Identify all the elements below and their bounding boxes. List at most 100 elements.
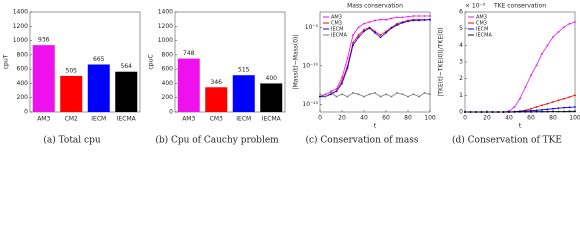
x-axis-label: t [519, 123, 522, 130]
value-label: 665 [93, 56, 105, 63]
point [412, 93, 415, 96]
point [390, 17, 393, 20]
point [429, 18, 431, 21]
point [552, 110, 554, 113]
caption: (b) Cpu of Cauchy problem [155, 135, 279, 146]
point [546, 102, 549, 105]
point [524, 86, 527, 88]
point [423, 92, 426, 94]
point [552, 101, 554, 103]
caption: (d) Conservation of TKE [452, 135, 562, 146]
point [541, 52, 543, 55]
x-tick-label: IECMA [117, 116, 137, 123]
bar [115, 71, 138, 112]
point [568, 110, 571, 113]
y-tick-label: 800 [17, 51, 29, 58]
point [335, 88, 338, 90]
point [541, 110, 543, 113]
point [346, 57, 349, 60]
value-label: 748 [183, 50, 195, 57]
value-label: 400 [266, 75, 278, 82]
x-tick-label: CM2 [65, 116, 78, 123]
figure: (a) Total cpucpuT02004006008001000120014… [3, 3, 580, 146]
point [418, 19, 420, 22]
y-tick-label: 200 [162, 94, 174, 101]
point [341, 93, 343, 96]
point [368, 27, 371, 30]
y-tick-label: 1200 [13, 23, 28, 30]
point [546, 108, 549, 111]
x-tick-label: 100 [424, 115, 436, 122]
x-tick-label: 0 [463, 115, 467, 122]
y-tick-label: 4 [459, 42, 463, 49]
y-tick-label: 600 [17, 66, 29, 73]
point [319, 93, 321, 96]
point [352, 41, 354, 44]
point [469, 111, 472, 113]
value-label: 346 [211, 79, 223, 86]
bar [32, 45, 55, 113]
legend-label: AM3 [331, 15, 342, 21]
y-tick-label: 6 [459, 9, 463, 16]
point [407, 15, 409, 18]
point [396, 92, 398, 94]
point [563, 110, 565, 113]
plot-frame [174, 11, 286, 113]
y-tick-label: 2 [459, 75, 463, 82]
point [401, 93, 404, 96]
y-tick-label: 0 [459, 109, 463, 116]
point [574, 110, 576, 113]
point [513, 106, 516, 108]
point [535, 106, 538, 108]
point [480, 111, 483, 113]
point [352, 92, 354, 94]
point [379, 18, 382, 21]
point [574, 106, 576, 108]
point [401, 16, 404, 19]
point [357, 34, 360, 36]
point [335, 95, 338, 98]
point [464, 111, 466, 113]
y-tick-label: 10⁻⁵ [305, 24, 319, 31]
y-tick-label: 1000 [158, 37, 173, 44]
x-tick-label: CM3 [210, 116, 223, 123]
point [508, 111, 510, 113]
point [357, 26, 360, 29]
point [502, 111, 505, 113]
y-axis-label: cpuT [3, 54, 10, 69]
y-axis-label: |Mass(t)−Mass(0)| [293, 35, 300, 90]
point [379, 36, 382, 39]
point [491, 111, 494, 113]
point [407, 20, 409, 23]
legend-label: IECM [331, 27, 343, 33]
y-tick-label: 1400 [13, 9, 28, 16]
point [357, 93, 360, 96]
point [530, 110, 532, 113]
point [363, 28, 365, 31]
y-tick-label: 400 [162, 80, 174, 87]
point [368, 93, 371, 96]
x-tick-label: 20 [483, 115, 491, 122]
point [546, 44, 549, 47]
point [341, 76, 343, 79]
caption: (c) Conservation of mass [305, 135, 418, 146]
y-tick-label: 3 [459, 59, 463, 66]
x-tick-label: IECMA [262, 116, 282, 123]
x-axis-label: t [374, 123, 377, 130]
point [401, 21, 404, 24]
y-tick-label: 0 [24, 109, 28, 116]
point [363, 95, 365, 98]
legend-label: CM3 [331, 21, 342, 27]
point [475, 111, 477, 113]
point [486, 111, 488, 113]
y-tick-label: 5 [459, 25, 463, 32]
point [324, 95, 327, 98]
point [352, 44, 354, 46]
point [552, 107, 554, 110]
point [541, 108, 543, 111]
point [341, 82, 343, 85]
bar [260, 83, 283, 112]
point [535, 109, 538, 112]
point [519, 97, 521, 100]
point [557, 99, 560, 102]
